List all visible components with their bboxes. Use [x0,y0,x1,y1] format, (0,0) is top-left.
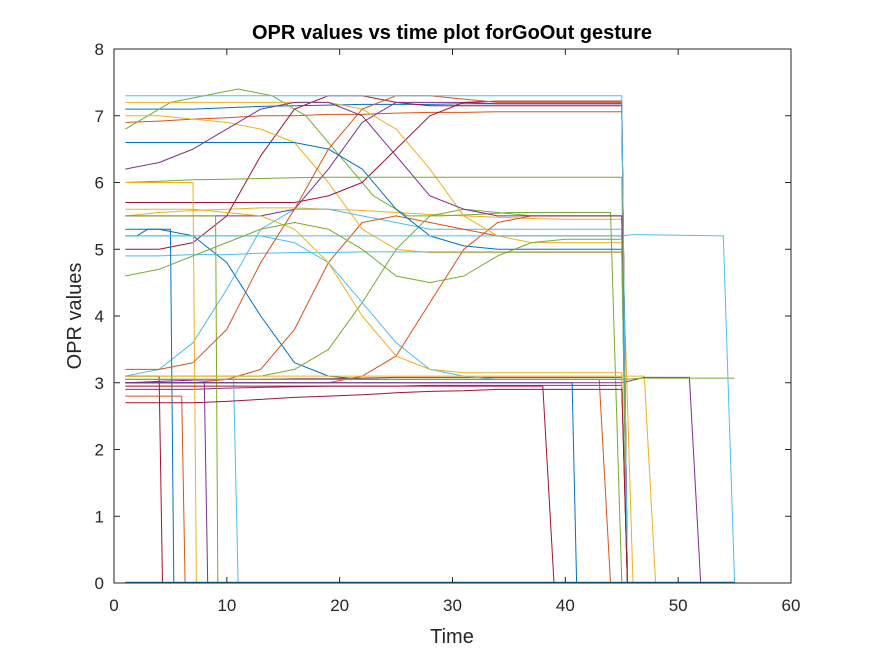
y-tick-label: 4 [95,307,104,326]
x-tick-label: 40 [556,596,575,615]
series-line-39 [125,101,633,584]
series-line-24 [125,182,197,584]
series-line-14 [125,100,633,584]
y-tick-label: 3 [95,374,104,393]
y-tick-label: 0 [95,574,104,593]
series-line-7 [125,95,633,584]
y-axis-label: OPR values [64,263,86,370]
plot-area [114,49,791,583]
series-line-6 [125,208,633,584]
series-line-5 [125,88,628,584]
series-line-11 [125,101,633,584]
x-tick-label: 30 [443,596,462,615]
series-line-28 [125,385,555,584]
x-tick-label: 20 [330,596,349,615]
series-line-38 [125,208,633,584]
ticks-group: 0 10 20 30 40 50 60 0 1 2 3 4 5 6 7 8 [95,40,801,615]
series-line-19 [125,176,633,584]
y-tick-label: 6 [95,174,104,193]
y-tick-label: 7 [95,107,104,126]
y-tick-label: 5 [95,240,104,259]
series-line-31 [125,375,657,584]
series-line-17 [125,101,633,584]
x-tick-label: 0 [109,596,118,615]
series-line-15 [125,142,633,584]
series-line-3 [125,207,639,584]
y-tick-label: 2 [95,441,104,460]
series-line-34 [125,234,736,584]
x-tick-label: 50 [669,596,688,615]
series-line-42 [125,388,633,584]
x-tick-label: 10 [217,596,236,615]
x-tick-label: 60 [782,596,801,615]
chart-title: OPR values vs time plot forGoOut gesture [252,22,652,44]
series-line-32 [125,376,702,584]
series-line-23 [125,395,186,584]
y-tick-label: 1 [95,507,104,526]
y-tick-label: 8 [95,40,104,59]
series-line-2 [125,111,633,584]
series-line-40 [125,222,633,584]
series-line-41 [125,95,633,584]
series-line-26 [125,215,219,584]
series-line-20 [125,251,633,584]
x-axis-label: Time [430,626,474,648]
series-line-10 [125,115,633,584]
